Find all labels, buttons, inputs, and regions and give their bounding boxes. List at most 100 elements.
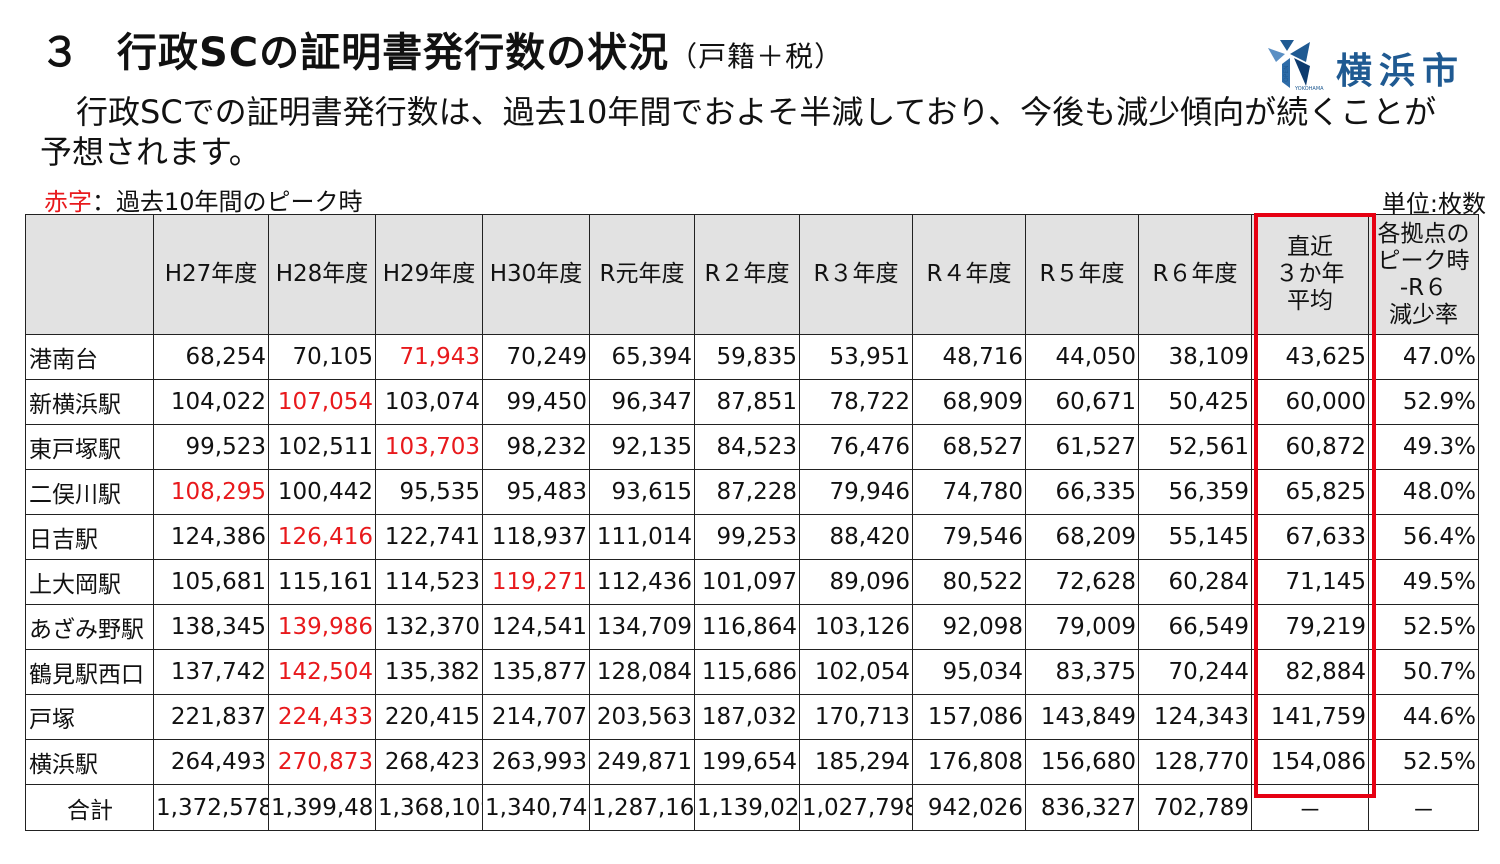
page-title: ３ 行政SCの証明書発行数の状況（戸籍＋税） — [40, 20, 843, 78]
row-label: 港南台 — [25, 334, 154, 380]
table-cell: 264,493 — [153, 739, 269, 785]
row-label: 鶴見駅西口 — [25, 649, 154, 695]
certificate-issuance-table: H27年度 H28年度 H29年度 H30年度 R元年度 R２年度 R３年度 R４年度 R５年度… — [25, 214, 1479, 831]
unit-label: 単位:枚数 — [1381, 190, 1486, 218]
table-cell: 47.0% — [1368, 334, 1479, 380]
total-cell: 1,287,168 — [589, 784, 695, 831]
table-cell: 89,096 — [799, 559, 913, 605]
lead-paragraph: 行政SCでの証明書発行数は、過去10年間でおよそ半減しており、今後も減少傾向が続… — [40, 93, 1437, 171]
table-cell: 135,382 — [375, 649, 483, 695]
table-cell: 60,671 — [1025, 379, 1139, 425]
table-row: 新横浜駅 104,022 107,054 103,074 99,450 96,347 87,… — [25, 379, 1479, 425]
total-cell: 1,399,485 — [268, 784, 376, 831]
total-label: 合計 — [25, 784, 154, 831]
table-cell: 137,742 — [153, 649, 269, 695]
table-cell: 170,713 — [799, 694, 913, 740]
table-cell: 132,370 — [375, 604, 483, 650]
logo-small-yokohama: YOKOHAMA — [1294, 86, 1324, 92]
table-cell: 270,873 — [268, 739, 376, 785]
table-cell: 65,394 — [589, 334, 695, 380]
table-cell: 105,681 — [153, 559, 269, 605]
legend-description: ：過去10年間のピーク時 — [92, 188, 363, 216]
table-cell: 44,050 — [1025, 334, 1139, 380]
table-cell: 79,946 — [799, 469, 913, 515]
table-cell: 60,000 — [1251, 379, 1369, 425]
table-cell: 128,084 — [589, 649, 695, 695]
table-cell: 142,504 — [268, 649, 376, 695]
table-cell: 154,086 — [1251, 739, 1369, 785]
table-cell: 48,716 — [912, 334, 1026, 380]
total-cell: 1,372,578 — [153, 784, 269, 831]
row-label: 戸塚 — [25, 694, 154, 740]
table-cell: 44.6% — [1368, 694, 1479, 740]
table-cell: 135,877 — [482, 649, 590, 695]
table-cell: 103,703 — [375, 424, 483, 470]
table-row: 東戸塚駅 99,523 102,511 103,703 98,232 92,135 84,5… — [25, 424, 1479, 470]
table-cell: 87,851 — [694, 379, 800, 425]
table-cell: 60,284 — [1138, 559, 1252, 605]
table-cell: 92,098 — [912, 604, 1026, 650]
table-cell: 96,347 — [589, 379, 695, 425]
column-header: R５年度 — [1025, 214, 1139, 335]
table-cell: 56,359 — [1138, 469, 1252, 515]
table-cell: 71,145 — [1251, 559, 1369, 605]
table-cell: 99,253 — [694, 514, 800, 560]
table-cell: 115,686 — [694, 649, 800, 695]
table-cell: 68,254 — [153, 334, 269, 380]
table-row: 港南台 68,254 70,105 71,943 70,249 65,394 59,835 5… — [25, 334, 1479, 380]
table-cell: 68,909 — [912, 379, 1026, 425]
table-cell: 107,054 — [268, 379, 376, 425]
table-cell: 52.5% — [1368, 604, 1479, 650]
table-cell: 49.5% — [1368, 559, 1479, 605]
table-cell: 100,442 — [268, 469, 376, 515]
table-row: 横浜駅 264,493 270,873 268,423 263,993 249,871 19… — [25, 739, 1479, 785]
section-number: ３ — [40, 30, 81, 76]
table-cell: 52,561 — [1138, 424, 1252, 470]
column-header: H27年度 — [153, 214, 269, 335]
table-cell: 156,680 — [1025, 739, 1139, 785]
table-cell: 68,527 — [912, 424, 1026, 470]
table-cell: 115,161 — [268, 559, 376, 605]
column-header: H30年度 — [482, 214, 590, 335]
column-header: R元年度 — [589, 214, 695, 335]
table-cell: 74,780 — [912, 469, 1026, 515]
table-cell: 185,294 — [799, 739, 913, 785]
total-cell: 1,027,798 — [799, 784, 913, 831]
table-cell: 139,986 — [268, 604, 376, 650]
logo-text: 横浜市 — [1336, 51, 1466, 92]
total-cell: 1,139,023 — [694, 784, 800, 831]
table-cell: 99,523 — [153, 424, 269, 470]
table-cell: 95,034 — [912, 649, 1026, 695]
table-cell: 92,135 — [589, 424, 695, 470]
table-cell: 66,549 — [1138, 604, 1252, 650]
table-cell: 220,415 — [375, 694, 483, 740]
total-row: 合計1,372,5781,399,4851,368,1091,340,7401,… — [25, 784, 1479, 831]
total-cell: － — [1368, 784, 1479, 831]
table-cell: 76,476 — [799, 424, 913, 470]
table-cell: 157,086 — [912, 694, 1026, 740]
table-cell: 79,219 — [1251, 604, 1369, 650]
total-cell: 942,026 — [912, 784, 1026, 831]
table-cell: 70,244 — [1138, 649, 1252, 695]
table-cell: 118,937 — [482, 514, 590, 560]
table-row: 戸塚 221,837 224,433 220,415 214,707 203,563 187… — [25, 694, 1479, 740]
table-cell: 268,423 — [375, 739, 483, 785]
table-cell: 124,541 — [482, 604, 590, 650]
table-cell: 68,209 — [1025, 514, 1139, 560]
table-cell: 119,271 — [482, 559, 590, 605]
total-cell: 702,789 — [1138, 784, 1252, 831]
table-cell: 79,546 — [912, 514, 1026, 560]
table-cell: 67,633 — [1251, 514, 1369, 560]
table-cell: 138,345 — [153, 604, 269, 650]
table-cell: 214,707 — [482, 694, 590, 740]
table-cell: 126,416 — [268, 514, 376, 560]
total-cell: － — [1251, 784, 1369, 831]
table-cell: 102,511 — [268, 424, 376, 470]
column-header — [25, 214, 154, 335]
table-cell: 50,425 — [1138, 379, 1252, 425]
table-row: 二俣川駅 108,295 100,442 95,535 95,483 93,615 87,2… — [25, 469, 1479, 515]
column-header: H29年度 — [375, 214, 483, 335]
table-cell: 199,654 — [694, 739, 800, 785]
table-row: あざみ野駅 138,345 139,986 132,370 124,541 134,709… — [25, 604, 1479, 650]
table-cell: 128,770 — [1138, 739, 1252, 785]
